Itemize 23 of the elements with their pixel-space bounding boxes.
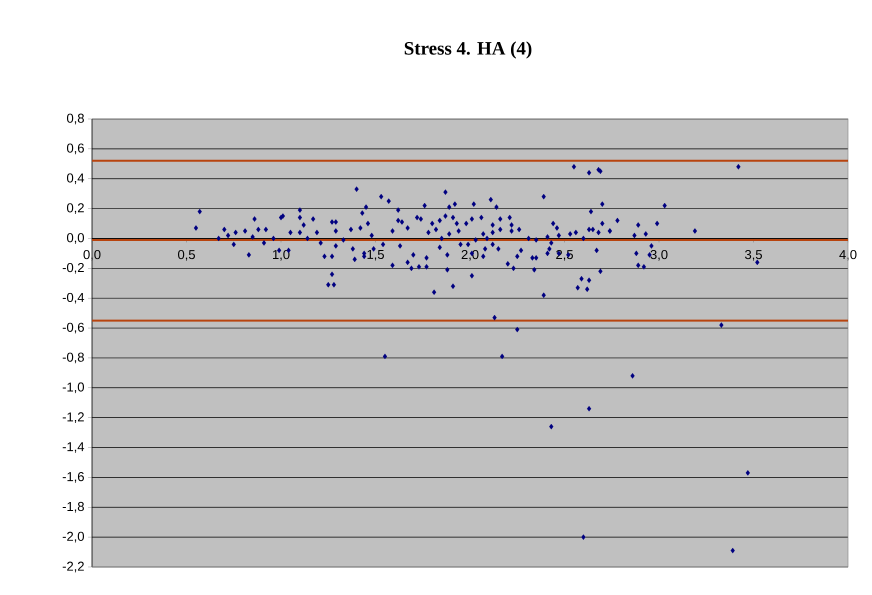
x-tick-label: 3,5 <box>745 250 762 261</box>
y-tick-label: 0,4 <box>66 173 84 184</box>
x-tick-label: 0,5 <box>178 250 195 261</box>
x-tick-label: 2,0 <box>462 250 479 261</box>
y-tick-label: 0,0 <box>66 233 84 244</box>
y-tick-label: -0,6 <box>62 322 84 334</box>
y-tick-label: -1,2 <box>62 412 84 423</box>
y-tick-label: 0,8 <box>66 114 84 124</box>
y-tick-label: 0,2 <box>66 203 84 214</box>
y-tick-label: -1,0 <box>62 382 84 394</box>
y-tick-label: -1,4 <box>62 442 84 453</box>
y-tick-label: -0,2 <box>62 262 84 274</box>
x-tick-label: 4,0 <box>839 250 857 261</box>
y-tick-label: 0,6 <box>66 143 84 154</box>
x-tick-label: 3,0 <box>650 250 668 261</box>
y-tick-label: -0,8 <box>62 352 84 364</box>
y-tick-label: -1,6 <box>62 472 84 483</box>
chart-title: Stress 4. HA (4) <box>404 41 532 59</box>
y-tick-label: -0,4 <box>62 292 84 304</box>
y-tick-label: -2,0 <box>62 532 84 542</box>
y-tick-label: -1,8 <box>62 502 84 513</box>
x-tick-label: 1,5 <box>367 250 384 261</box>
y-tick-label: -2,2 <box>62 562 84 572</box>
